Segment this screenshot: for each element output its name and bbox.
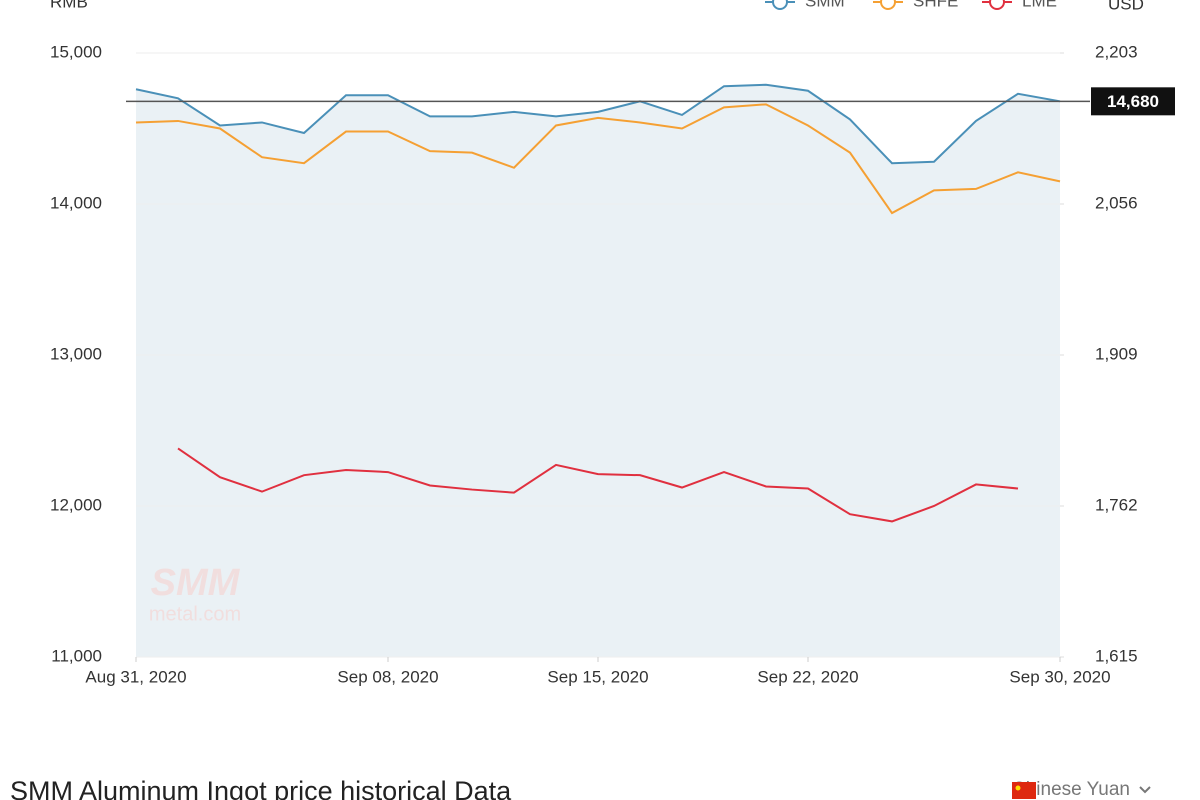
x-tick-label: Sep 08, 2020 <box>337 667 438 686</box>
watermark: SMM <box>151 562 241 604</box>
legend-marker <box>989 0 1005 10</box>
y-tick-label: 14,000 <box>50 193 102 212</box>
plot: 11,000 12,000 13,000 14,000 15,000 1,615 1,762… <box>50 0 1175 686</box>
y-tick-label: 12,000 <box>50 495 102 514</box>
x-tick-label: Sep 15, 2020 <box>547 667 648 686</box>
y2-tick-label: 2,056 <box>1095 193 1138 212</box>
line <box>177 447 1019 523</box>
y2-tick-label: 1,762 <box>1095 495 1138 514</box>
y-axis-label: RMB <box>50 0 88 11</box>
legend-marker <box>772 0 788 10</box>
watermark: metal.com <box>149 603 241 625</box>
y-tick-label: 13,000 <box>50 344 102 363</box>
flag-icon <box>1012 782 1036 799</box>
legend-label: LME <box>1022 0 1057 10</box>
legend-label: SMM <box>805 0 845 10</box>
legend-label: SHFE <box>913 0 958 10</box>
y2-tick-label: 1,615 <box>1095 646 1138 665</box>
page-heading: SMM Aluminum Ingot price historical Data <box>10 776 512 800</box>
x-tick-label: Aug 31, 2020 <box>85 667 186 686</box>
y2-tick-label: 2,203 <box>1095 42 1138 61</box>
y-tick-label: 11,000 <box>51 646 102 665</box>
reference-badge <box>1091 87 1175 116</box>
x-tick-label: Sep 30, 2020 <box>1009 667 1110 686</box>
y2-axis-label: USD <box>1108 0 1144 13</box>
line <box>135 103 1061 215</box>
area <box>136 84 1060 657</box>
line <box>135 83 1061 165</box>
currency-select[interactable]: Chinese Yuan <box>1012 779 1130 800</box>
x-tick-label: Sep 22, 2020 <box>757 667 858 686</box>
chevron[interactable] <box>1139 786 1151 794</box>
y2-tick-label: 1,909 <box>1095 344 1138 363</box>
reference-label: 14,680 <box>1107 92 1159 111</box>
y-tick-label: 15,000 <box>50 42 102 61</box>
legend-marker <box>880 0 896 10</box>
